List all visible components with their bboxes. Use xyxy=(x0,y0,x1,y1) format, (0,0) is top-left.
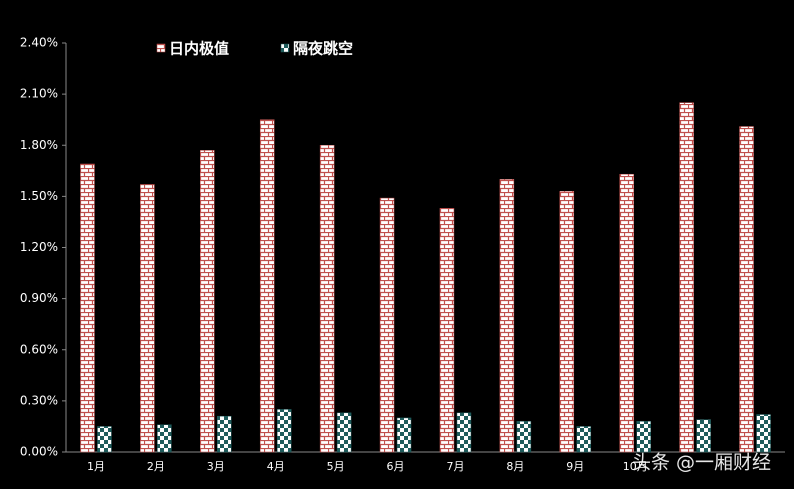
y-tick-label: 1.80% xyxy=(20,138,58,152)
legend: 日内极值 隔夜跳空 xyxy=(156,40,353,58)
y-tick-label: 0.30% xyxy=(20,393,58,407)
bar xyxy=(276,409,292,453)
y-tick-label: 1.20% xyxy=(20,240,58,254)
bar xyxy=(379,197,395,453)
bar xyxy=(619,173,634,453)
bar xyxy=(739,126,754,453)
y-tick-label: 1.50% xyxy=(20,189,58,203)
bar xyxy=(217,415,232,453)
watermark: 头条 @一厢财经 xyxy=(632,452,771,474)
bar xyxy=(696,419,711,453)
bar xyxy=(200,150,215,453)
x-tick-label: 7月 xyxy=(446,460,464,473)
bar xyxy=(319,145,335,453)
bar xyxy=(140,184,155,453)
bar xyxy=(756,414,771,453)
bar xyxy=(80,163,95,453)
y-tick-label: 2.10% xyxy=(20,87,58,101)
x-tick-label: 8月 xyxy=(506,460,524,473)
bar xyxy=(516,421,532,453)
x-tick-label: 4月 xyxy=(267,460,285,473)
x-tick-label: 10月 xyxy=(623,460,648,473)
y-tick-label: 0.90% xyxy=(20,291,58,305)
bar xyxy=(576,426,592,453)
bar xyxy=(559,191,575,453)
bar xyxy=(499,179,515,453)
x-tick-label: 1月 xyxy=(87,460,105,473)
x-tick-label: 5月 xyxy=(327,460,345,473)
y-tick-label: 0.00% xyxy=(20,445,58,459)
legend-marker xyxy=(280,43,290,53)
bar xyxy=(439,208,455,453)
bar xyxy=(259,119,275,453)
y-tick-label: 0.60% xyxy=(20,342,58,356)
x-tick-label: 3月 xyxy=(207,460,225,473)
bar xyxy=(636,421,651,453)
legend-marker xyxy=(156,43,166,53)
bar xyxy=(97,426,112,453)
bar xyxy=(396,417,412,453)
x-tick-label: 9月 xyxy=(566,460,584,473)
bar xyxy=(336,412,352,453)
bar xyxy=(157,424,172,453)
bar xyxy=(679,102,694,453)
x-tick-label: 2月 xyxy=(147,460,165,473)
x-tick-label: 6月 xyxy=(387,460,405,473)
legend-label: 隔夜跳空 xyxy=(293,40,353,58)
y-tick-label: 2.40% xyxy=(20,36,58,50)
bar xyxy=(456,412,472,453)
legend-label: 日内极值 xyxy=(169,40,229,58)
